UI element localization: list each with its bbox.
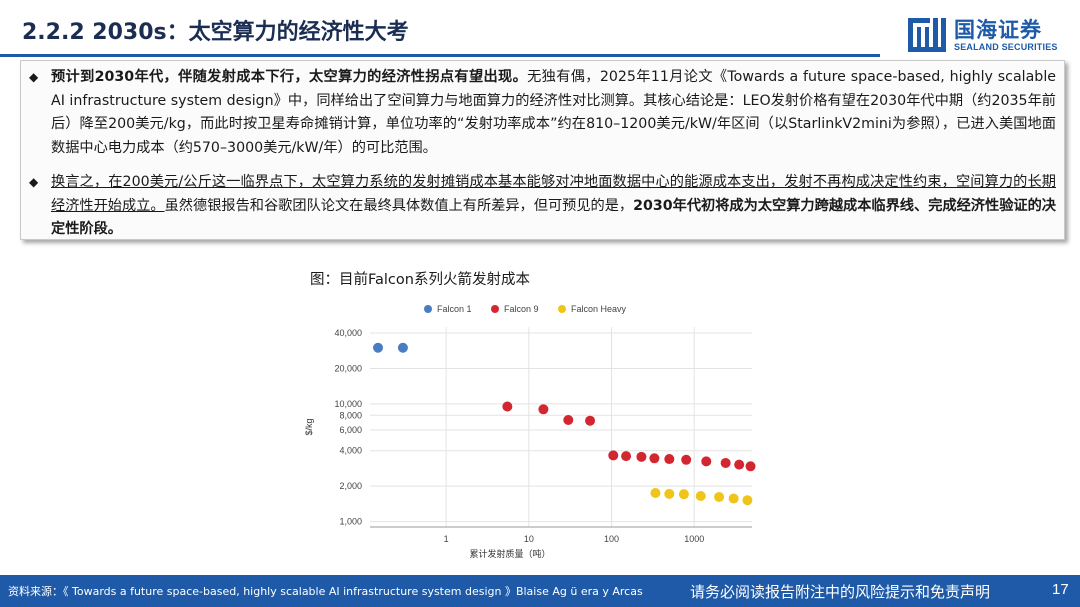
y-tick-label: 4,000: [339, 446, 362, 456]
falcon-9-point: [649, 453, 660, 464]
y-tick-label: 6,000: [339, 425, 362, 435]
legend-label: Falcon 9: [504, 304, 539, 314]
x-tick-label: 10: [524, 534, 534, 544]
sealand-logo-icon: [908, 18, 946, 52]
paragraph-2-conclusion: 2030年代初将成为太空算力跨越成本临界线、完成经济性验证的决定性阶段。: [51, 197, 1056, 238]
y-tick-label: 1,000: [339, 517, 362, 527]
falcon-9-point: [664, 454, 675, 465]
falcon-9-point: [681, 454, 692, 465]
footer-source: 资料来源：《 Towards a future space-based, hig…: [8, 585, 643, 598]
y-tick-label: 20,000: [334, 363, 362, 373]
falcon-1-point: [373, 342, 384, 353]
falcon-heavy-point: [742, 495, 753, 506]
falcon-9-point: [734, 459, 745, 470]
diamond-bullet-icon: ◆: [29, 70, 39, 84]
footer-disclaimer: 请务必阅读报告附注中的风险提示和免责声明: [690, 583, 991, 601]
paragraph-1: ◆ 预计到2030年代，伴随发射成本下行，太空算力的经济性拐点有望出现。无独有偶…: [29, 66, 1056, 160]
y-tick-label: 8,000: [339, 410, 362, 420]
paragraph-1-body: 无独有偶，2025年11月论文《Towards a future space-b…: [51, 69, 1056, 156]
diamond-bullet-icon: ◆: [29, 175, 39, 189]
falcon-9-point: [720, 457, 731, 468]
falcon-heavy-point: [695, 491, 706, 502]
falcon-9-point: [538, 404, 549, 415]
falcon-heavy-point: [714, 491, 725, 502]
logo-text-en: SEALAND SECURITIES: [954, 42, 1058, 52]
legend-marker: [424, 305, 432, 313]
legend-label: Falcon 1: [437, 304, 472, 314]
x-tick-label: 1000: [684, 534, 704, 544]
falcon-heavy-point: [678, 489, 689, 500]
legend-marker: [558, 305, 566, 313]
falcon-1-point: [397, 342, 408, 353]
falcon-9-point: [502, 401, 513, 412]
paragraph-2: ◆ 换言之，在200美元/公斤这一临界点下，太空算力系统的发射摊销成本基本能够对…: [29, 171, 1056, 242]
x-tick-label: 100: [604, 534, 619, 544]
page-number: 17: [1052, 581, 1069, 598]
paragraph-1-lead: 预计到2030年代，伴随发射成本下行，太空算力的经济性拐点有望出现。: [51, 69, 528, 85]
chart-caption: 图：目前Falcon系列火箭发射成本: [310, 272, 530, 288]
falcon-9-point: [621, 451, 632, 462]
x-axis-label: 累计发射质量（吨）: [469, 548, 550, 560]
falcon-heavy-point: [664, 488, 675, 499]
x-tick-label: 1: [444, 534, 449, 544]
header-rule: [0, 54, 880, 57]
summary-box: ◆ 预计到2030年代，伴随发射成本下行，太空算力的经济性拐点有望出现。无独有偶…: [20, 60, 1065, 240]
falcon-9-point: [585, 415, 596, 426]
y-axis-label: $/kg: [304, 418, 314, 435]
falcon-9-point: [563, 414, 574, 425]
legend-marker: [491, 305, 499, 313]
footer-bar: 资料来源：《 Towards a future space-based, hig…: [0, 575, 1080, 607]
logo-text-cn: 国海证券: [954, 18, 1042, 42]
falcon-heavy-point: [728, 493, 739, 504]
falcon-heavy-point: [650, 488, 661, 499]
brand-logo: 国海证券 SEALAND SECURITIES: [906, 14, 1066, 58]
falcon-9-point: [636, 451, 647, 462]
y-tick-label: 40,000: [334, 328, 362, 338]
legend-label: Falcon Heavy: [571, 304, 627, 314]
falcon-9-point: [608, 450, 619, 461]
y-tick-label: 2,000: [339, 481, 362, 491]
falcon-9-point: [701, 456, 712, 467]
paragraph-2-underlined: 换言之，在200美元/公斤这一临界点下，太空算力系统的发射摊销成本基本能够对冲地…: [51, 174, 1056, 214]
page-title: 2.2.2 2030s：太空算力的经济性大考: [22, 20, 409, 45]
y-tick-label: 10,000: [334, 399, 362, 409]
paragraph-2-body: 虽然德银报告和谷歌团队论文在最终具体数值上有所差异，但可预见的是，: [164, 197, 634, 214]
falcon-9-point: [745, 461, 756, 472]
